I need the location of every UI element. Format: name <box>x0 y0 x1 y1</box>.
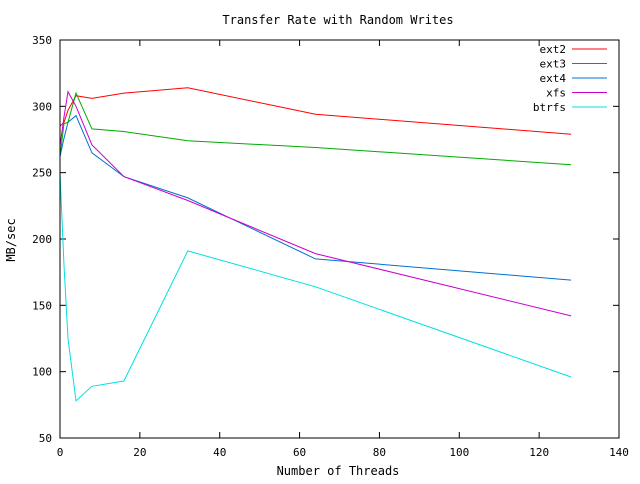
x-tick-label: 0 <box>57 446 64 459</box>
legend-label-xfs: xfs <box>546 87 566 100</box>
series-line-ext3 <box>59 91 572 166</box>
series-line-xfs <box>59 90 572 317</box>
chart-title: Transfer Rate with Random Writes <box>222 13 453 27</box>
x-tick-label: 20 <box>133 446 146 459</box>
plot-frame <box>59 39 620 439</box>
series-line-btrfs <box>59 172 572 402</box>
series-line-ext4 <box>59 114 572 281</box>
legend-label-ext4: ext4 <box>540 72 567 85</box>
y-tick-label: 200 <box>32 233 52 246</box>
y-tick-label: 150 <box>32 299 52 312</box>
legend-label-ext3: ext3 <box>540 58 567 71</box>
series-lines <box>59 87 572 402</box>
legend-label-btrfs: btrfs <box>533 101 566 114</box>
y-tick-label: 100 <box>32 366 52 379</box>
x-tick-label: 100 <box>449 446 469 459</box>
x-tick-label: 120 <box>529 446 549 459</box>
legend-label-ext2: ext2 <box>540 43 567 56</box>
y-axis-label: MB/sec <box>4 218 18 261</box>
x-tick-label: 80 <box>373 446 386 459</box>
x-tick-label: 140 <box>609 446 629 459</box>
y-tick-label: 50 <box>39 432 52 445</box>
y-tick-label: 350 <box>32 34 52 47</box>
x-tick-label: 40 <box>213 446 226 459</box>
x-tick-label: 60 <box>293 446 306 459</box>
y-tick-label: 300 <box>32 100 52 113</box>
y-tick-label: 250 <box>32 167 52 180</box>
series-line-ext2 <box>59 87 572 135</box>
x-axis-label: Number of Threads <box>277 464 400 478</box>
axis-ticks: 0 20 40 60 80 100 120 140 50 100 150 200 250 300 350 <box>32 34 629 459</box>
